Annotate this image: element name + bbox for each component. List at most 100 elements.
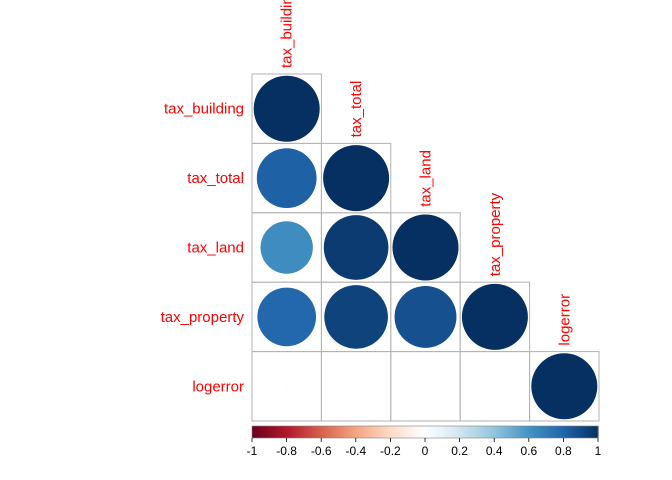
legend-swatch bbox=[253, 426, 257, 438]
cell-logerror-logerror bbox=[529, 351, 600, 422]
legend-swatch bbox=[331, 426, 334, 438]
circle-tax_total-tax_building bbox=[256, 148, 317, 208]
col-label-tax_total: tax_total bbox=[348, 81, 365, 138]
col-label-tax_land: tax_land bbox=[418, 150, 435, 207]
legend-swatch bbox=[514, 426, 518, 438]
cell-logerror-tax_land bbox=[390, 351, 461, 422]
column-labels: tax_building tax_total tax_land tax_propert… bbox=[279, 0, 574, 346]
legend-swatch bbox=[466, 426, 469, 438]
legend-swatch bbox=[482, 426, 485, 438]
circle-tax_land-tax_land bbox=[392, 214, 459, 281]
legend-swatch bbox=[329, 426, 333, 438]
legend-swatch bbox=[537, 426, 540, 438]
legend-swatch bbox=[582, 426, 585, 438]
legend-swatch bbox=[350, 426, 353, 438]
legend-swatch bbox=[573, 426, 577, 438]
legend-swatch bbox=[523, 426, 526, 438]
legend-tick-label: 0.4 bbox=[486, 444, 503, 458]
legend-swatch bbox=[400, 426, 404, 438]
legend-swatch bbox=[518, 426, 521, 438]
legend-swatch bbox=[418, 426, 421, 438]
legend-swatch bbox=[295, 426, 298, 438]
legend-swatch bbox=[444, 426, 447, 438]
legend-swatch bbox=[485, 426, 488, 438]
legend-swatch bbox=[374, 426, 378, 438]
legend-swatch bbox=[464, 426, 468, 438]
legend-swatch bbox=[362, 426, 366, 438]
legend-swatch bbox=[347, 426, 350, 438]
row-label-tax_total: tax_total bbox=[187, 170, 244, 187]
legend-swatch bbox=[296, 426, 300, 438]
legend-swatch bbox=[532, 426, 535, 438]
legend-swatch bbox=[425, 426, 428, 438]
legend-swatch bbox=[414, 426, 417, 438]
legend-swatch bbox=[438, 426, 442, 438]
legend-swatch bbox=[483, 426, 487, 438]
legend-swatch bbox=[392, 426, 395, 438]
legend-swatch bbox=[542, 426, 545, 438]
legend-swatch bbox=[314, 426, 317, 438]
legend-swatch bbox=[527, 426, 530, 438]
legend-swatch bbox=[587, 426, 590, 438]
legend-swatch bbox=[433, 426, 436, 438]
legend-swatch bbox=[501, 426, 504, 438]
legend-swatch bbox=[440, 426, 443, 438]
legend-swatch bbox=[497, 426, 500, 438]
legend-swatch bbox=[312, 426, 315, 438]
legend-swatch bbox=[348, 426, 352, 438]
legend-swatch bbox=[528, 426, 532, 438]
col-label-tax_building: tax_building bbox=[279, 0, 296, 68]
col-label-logerror: logerror bbox=[556, 294, 573, 346]
color-legend-ticks: -1 -0.8 -0.6 -0.4 -0.2 0 0.2 0.4 0.6 0.8 1 bbox=[247, 438, 602, 458]
legend-swatch bbox=[360, 426, 364, 438]
circle-tax_building-tax_building bbox=[253, 75, 320, 142]
legend-swatch bbox=[551, 426, 554, 438]
legend-swatch bbox=[509, 426, 513, 438]
legend-swatch bbox=[558, 426, 561, 438]
legend-swatch bbox=[302, 426, 305, 438]
legend-swatch bbox=[291, 426, 295, 438]
legend-swatch bbox=[371, 426, 374, 438]
row-labels: tax_building tax_total tax_land tax_propert… bbox=[161, 101, 245, 396]
legend-tick-label: -1 bbox=[247, 444, 258, 458]
legend-swatch bbox=[274, 426, 277, 438]
legend-swatch bbox=[435, 426, 438, 438]
legend-swatch bbox=[262, 426, 265, 438]
legend-swatch bbox=[589, 426, 592, 438]
legend-swatch bbox=[416, 426, 419, 438]
legend-swatch bbox=[328, 426, 331, 438]
legend-swatch bbox=[279, 426, 283, 438]
legend-swatch bbox=[288, 426, 291, 438]
circle-logerror-tax_total bbox=[352, 383, 360, 390]
legend-swatch bbox=[395, 426, 398, 438]
legend-swatch bbox=[445, 426, 449, 438]
legend-swatch bbox=[307, 426, 310, 438]
legend-swatch bbox=[568, 426, 571, 438]
circle-tax_total-tax_total bbox=[323, 145, 390, 212]
legend-swatch bbox=[592, 426, 596, 438]
legend-swatch bbox=[390, 426, 393, 438]
legend-swatch bbox=[378, 426, 381, 438]
legend-swatch bbox=[359, 426, 362, 438]
legend-swatch bbox=[553, 426, 556, 438]
legend-swatch bbox=[520, 426, 523, 438]
legend-swatch bbox=[487, 426, 490, 438]
legend-swatch bbox=[596, 426, 599, 438]
legend-swatch bbox=[437, 426, 440, 438]
legend-swatch bbox=[565, 426, 568, 438]
cell-logerror-tax_property bbox=[459, 351, 531, 422]
legend-swatch bbox=[324, 426, 327, 438]
legend-swatch bbox=[535, 426, 539, 438]
legend-swatch bbox=[404, 426, 407, 438]
legend-swatch bbox=[554, 426, 558, 438]
legend-swatch bbox=[533, 426, 537, 438]
legend-swatch bbox=[345, 426, 348, 438]
legend-swatch bbox=[447, 426, 450, 438]
legend-swatch bbox=[319, 426, 322, 438]
legend-swatch bbox=[480, 426, 483, 438]
legend-swatch bbox=[521, 426, 525, 438]
legend-swatch bbox=[388, 426, 391, 438]
legend-swatch bbox=[383, 426, 386, 438]
legend-tick-label: -0.8 bbox=[276, 444, 297, 458]
